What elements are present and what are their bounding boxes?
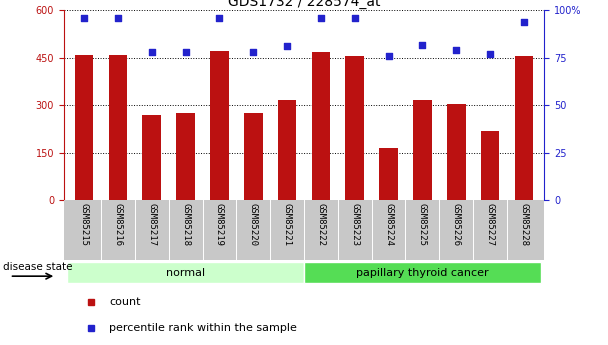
Text: percentile rank within the sample: percentile rank within the sample — [109, 323, 297, 333]
Text: GSM85219: GSM85219 — [215, 203, 224, 246]
Bar — [109, 55, 127, 200]
Point — [451, 47, 461, 53]
Title: GDS1732 / 228574_at: GDS1732 / 228574_at — [228, 0, 380, 9]
Text: GSM85221: GSM85221 — [283, 203, 292, 246]
Text: GSM85225: GSM85225 — [418, 203, 427, 246]
Point — [215, 15, 224, 21]
Point — [350, 15, 359, 21]
Point — [519, 19, 529, 24]
Text: GSM85222: GSM85222 — [316, 203, 325, 246]
Point — [79, 15, 89, 21]
Text: GSM85217: GSM85217 — [147, 203, 156, 246]
Point — [113, 15, 123, 21]
Bar — [514, 56, 533, 200]
Bar — [413, 100, 432, 200]
Bar — [312, 52, 330, 200]
Text: GSM85224: GSM85224 — [384, 203, 393, 246]
Text: GSM85223: GSM85223 — [350, 203, 359, 246]
Text: disease state: disease state — [3, 262, 73, 272]
Point — [249, 49, 258, 55]
Bar — [75, 55, 94, 200]
Point — [418, 42, 427, 47]
Bar — [481, 131, 499, 200]
Bar — [447, 104, 466, 200]
Bar — [379, 148, 398, 200]
Bar — [304, 262, 541, 284]
Point — [181, 49, 190, 55]
Bar — [278, 100, 296, 200]
Text: GSM85216: GSM85216 — [114, 203, 122, 246]
Text: GSM85228: GSM85228 — [519, 203, 528, 246]
Text: GSM85220: GSM85220 — [249, 203, 258, 246]
Bar — [210, 51, 229, 200]
Bar — [244, 113, 263, 200]
Point — [485, 51, 495, 57]
Text: count: count — [109, 297, 141, 306]
Point — [282, 44, 292, 49]
Text: normal: normal — [166, 268, 205, 277]
Bar — [67, 262, 304, 284]
Bar — [142, 115, 161, 200]
Point — [316, 15, 326, 21]
Text: GSM85215: GSM85215 — [80, 203, 89, 246]
Bar — [345, 56, 364, 200]
Text: GSM85218: GSM85218 — [181, 203, 190, 246]
Point — [147, 49, 157, 55]
Text: GSM85227: GSM85227 — [486, 203, 494, 246]
Bar — [176, 113, 195, 200]
Text: GSM85226: GSM85226 — [452, 203, 461, 246]
Text: papillary thyroid cancer: papillary thyroid cancer — [356, 268, 489, 277]
Point — [384, 53, 393, 59]
